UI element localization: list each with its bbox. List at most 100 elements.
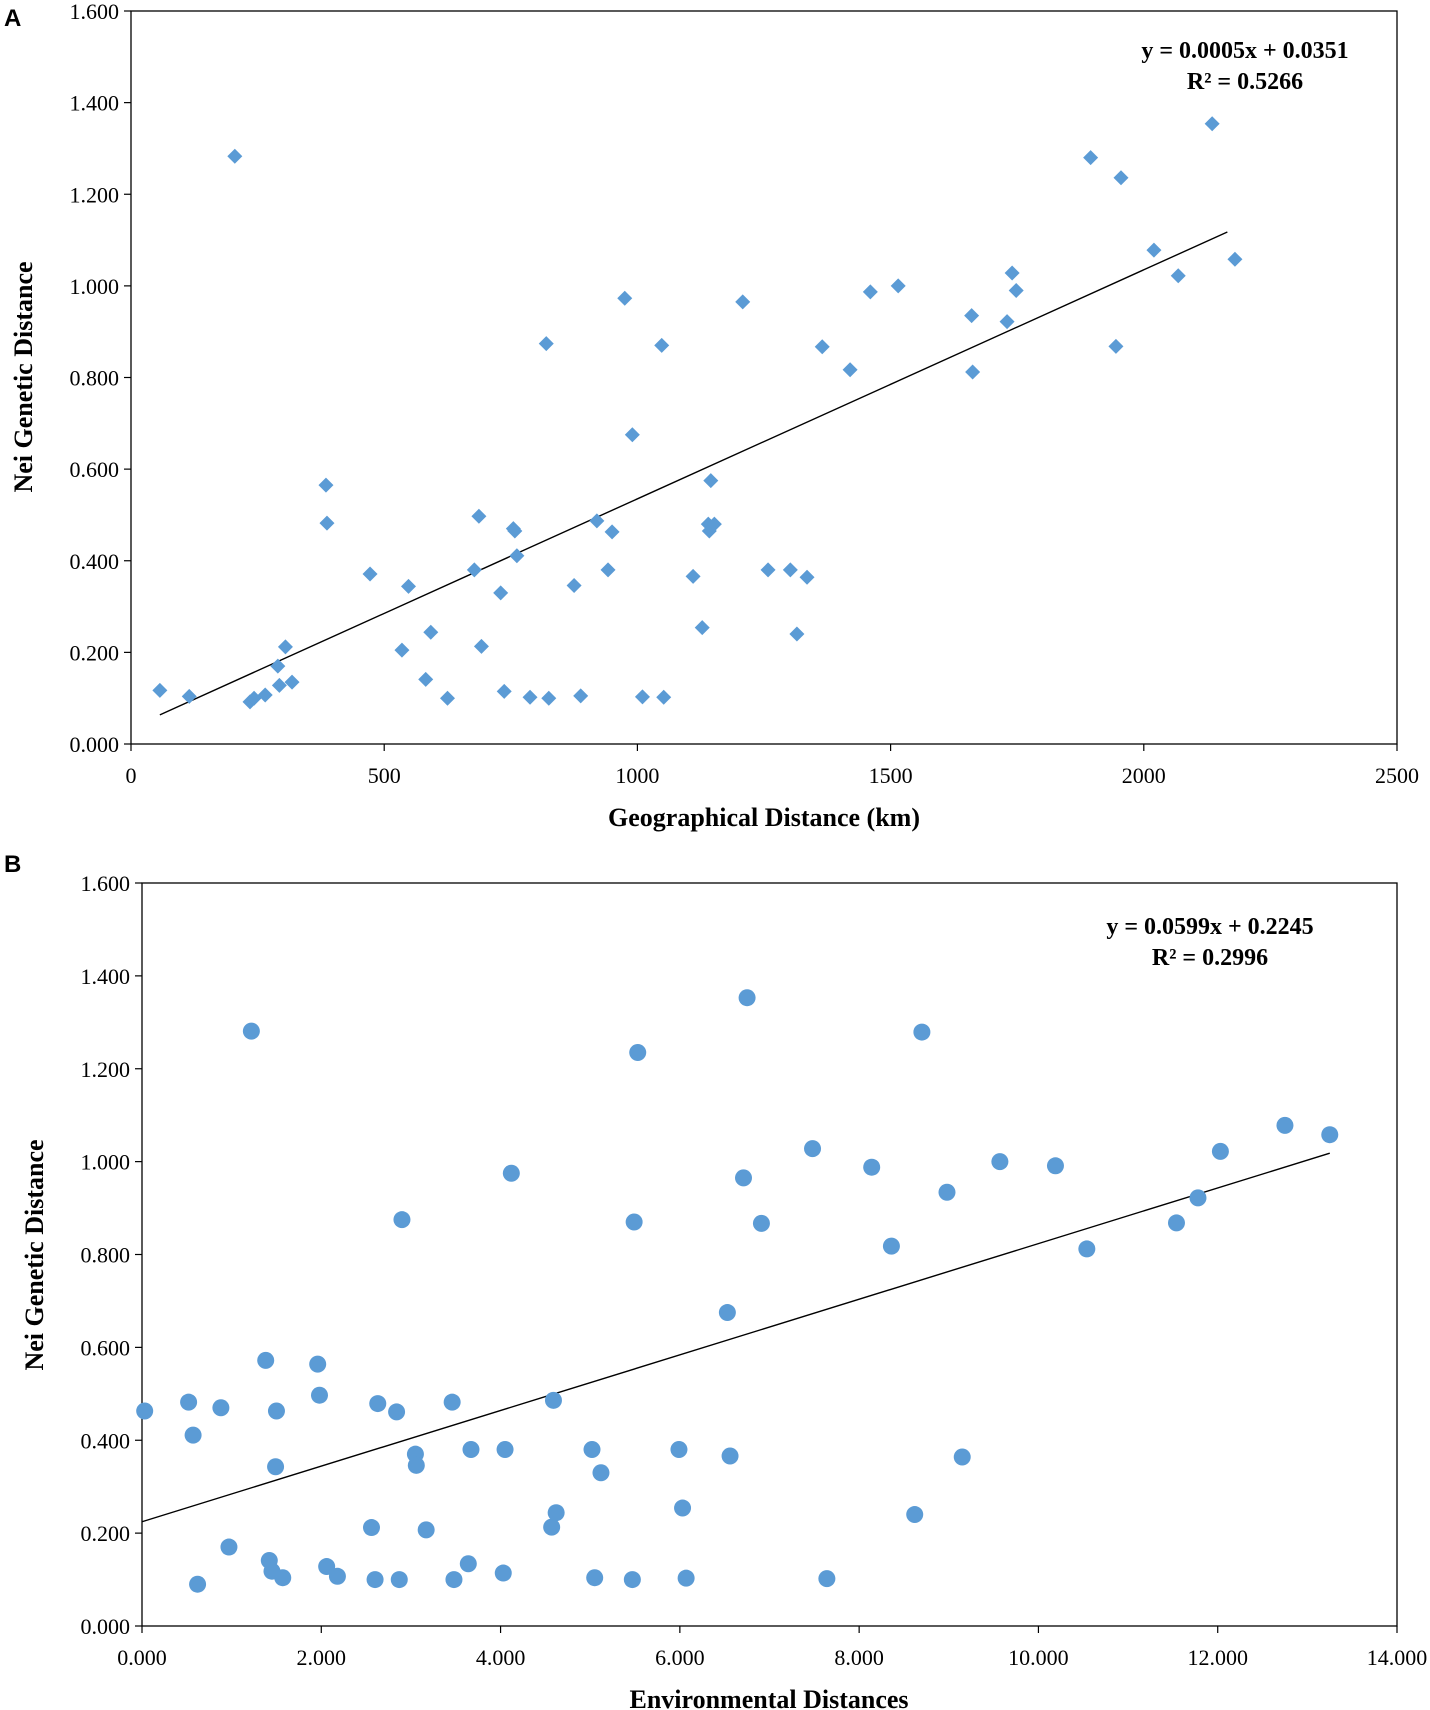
data-point xyxy=(277,639,293,655)
data-point xyxy=(494,1564,512,1582)
data-point xyxy=(274,1569,292,1587)
data-point xyxy=(706,516,722,532)
equation-b: y = 0.0599x + 0.2245 xyxy=(1106,914,1313,940)
data-point xyxy=(1004,265,1020,281)
data-point xyxy=(566,577,582,593)
x-axis-title-b: Environmental Distances xyxy=(629,1685,908,1710)
data-point xyxy=(212,1399,230,1417)
data-point xyxy=(541,690,557,706)
data-point xyxy=(654,337,670,353)
data-point xyxy=(573,688,589,704)
data-point xyxy=(1227,251,1243,267)
data-point xyxy=(656,689,672,705)
data-point xyxy=(1146,242,1162,258)
panel-label-b: B xyxy=(4,851,21,878)
trendline-a xyxy=(159,231,1228,716)
data-point xyxy=(906,1506,924,1524)
data-point xyxy=(319,515,335,531)
data-point xyxy=(890,278,906,294)
trendline-b xyxy=(141,1152,1330,1523)
data-point xyxy=(1083,150,1099,166)
y-tick-label: 0.200 xyxy=(70,640,120,665)
data-point xyxy=(522,689,538,705)
data-point xyxy=(694,620,710,636)
data-point xyxy=(309,1355,327,1373)
y-tick-label: 1.000 xyxy=(70,274,120,299)
r-squared-a: R² = 0.5266 xyxy=(1187,69,1303,95)
data-point xyxy=(362,566,378,582)
data-point xyxy=(604,524,620,540)
data-point xyxy=(735,1169,753,1187)
data-point xyxy=(1167,1214,1185,1232)
y-tick-label: 1.600 xyxy=(70,0,120,24)
data-point xyxy=(267,1458,285,1476)
y-tick-label: 0.600 xyxy=(81,1335,131,1360)
data-point xyxy=(471,508,487,524)
data-point xyxy=(583,1441,601,1459)
data-point xyxy=(782,562,798,578)
data-point xyxy=(493,585,509,601)
data-point xyxy=(1008,282,1024,298)
data-point xyxy=(388,1403,406,1421)
x-tick-label: 8.000 xyxy=(834,1645,884,1670)
x-tick-label: 2000 xyxy=(1122,763,1166,788)
data-point xyxy=(703,473,719,489)
data-point xyxy=(625,1213,643,1231)
data-point xyxy=(964,308,980,324)
data-point xyxy=(257,687,273,703)
data-point xyxy=(220,1538,238,1556)
data-point xyxy=(152,682,168,698)
data-point xyxy=(318,477,334,493)
data-point xyxy=(718,1304,736,1322)
data-point xyxy=(965,364,981,380)
data-point xyxy=(592,1464,610,1482)
data-point xyxy=(459,1555,477,1573)
data-point xyxy=(502,1164,520,1182)
y-tick-label: 0.000 xyxy=(70,732,120,757)
data-point xyxy=(440,690,455,706)
data-point xyxy=(547,1504,565,1522)
data-point xyxy=(634,689,650,705)
data-point xyxy=(418,671,434,687)
data-point xyxy=(466,562,482,578)
data-point xyxy=(496,683,512,699)
data-point xyxy=(246,690,262,706)
data-point xyxy=(443,1393,461,1411)
data-point xyxy=(496,1441,514,1459)
data-point xyxy=(789,626,805,642)
data-point xyxy=(991,1153,1009,1171)
data-point xyxy=(752,1214,770,1232)
data-point xyxy=(863,1158,881,1176)
data-point xyxy=(999,314,1015,330)
y-tick-label: 0.400 xyxy=(81,1428,131,1453)
data-point xyxy=(267,1402,285,1420)
data-point xyxy=(586,1569,604,1587)
data-point xyxy=(953,1448,971,1466)
points-a xyxy=(152,116,1243,710)
y-tick-label: 0.800 xyxy=(70,366,120,391)
points-b xyxy=(136,989,1339,1593)
x-tick-label: 1000 xyxy=(615,763,659,788)
data-point xyxy=(1189,1189,1207,1207)
data-point xyxy=(270,658,286,674)
data-point xyxy=(180,1393,198,1411)
x-tick-label: 1500 xyxy=(869,763,913,788)
panel-label-a: A xyxy=(4,5,21,32)
data-point xyxy=(318,1558,336,1576)
y-tick-label: 0.200 xyxy=(81,1521,131,1546)
y-tick-label: 1.200 xyxy=(70,182,120,207)
equation-a: y = 0.0005x + 0.0351 xyxy=(1141,38,1348,64)
data-point xyxy=(629,1043,647,1061)
data-point xyxy=(423,624,439,640)
data-point xyxy=(181,688,197,704)
data-point xyxy=(271,677,287,693)
chart-panel-b: B 0.000 0.200 0.400 0.600 0.800 1.000 1.200 1.4… xyxy=(4,851,1427,1710)
data-point xyxy=(799,569,815,585)
data-point xyxy=(369,1395,387,1413)
data-point xyxy=(473,638,489,654)
data-point xyxy=(677,1569,695,1587)
x-tick-label: 12.000 xyxy=(1187,1645,1248,1670)
data-point xyxy=(882,1237,900,1255)
x-tick-label: 0.000 xyxy=(117,1645,167,1670)
